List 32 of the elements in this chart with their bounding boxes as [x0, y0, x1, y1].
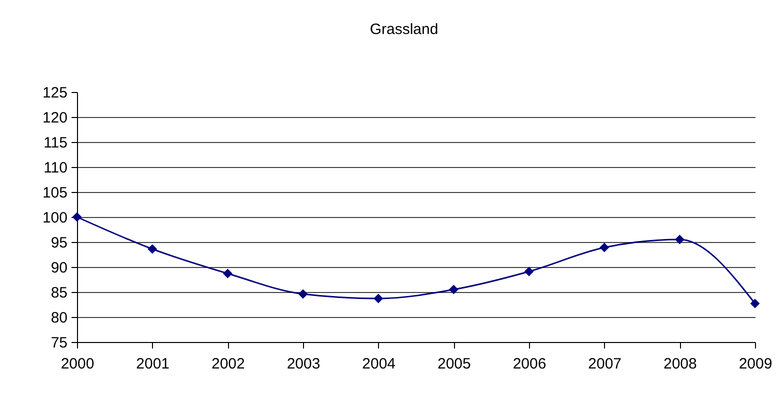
- point: [148, 244, 158, 254]
- y-tick-label: 100: [42, 210, 68, 226]
- point: [750, 298, 760, 308]
- point: [72, 212, 82, 222]
- y-tick-label: 80: [50, 310, 68, 326]
- point: [674, 234, 684, 244]
- x-tick-label: 2006: [512, 356, 546, 372]
- x-tick-label: 2001: [136, 356, 170, 372]
- point: [600, 242, 610, 252]
- point: [298, 289, 308, 299]
- y-tick-label: 120: [42, 110, 68, 126]
- point: [524, 266, 534, 276]
- y-tick-label: 125: [42, 84, 68, 102]
- y-tick-label: 115: [44, 134, 68, 152]
- x-tick-label: 2004: [362, 356, 396, 372]
- point: [374, 294, 384, 304]
- chart-title: Grassland: [370, 21, 438, 38]
- point: [448, 284, 458, 294]
- point: [222, 268, 232, 278]
- x-tick-label: 2000: [60, 356, 94, 372]
- x-tick-label: 2003: [286, 356, 320, 372]
- x-tick-label: 2005: [437, 356, 471, 372]
- y-tick-label: 105: [42, 184, 68, 202]
- x-tick-label: 2007: [588, 356, 622, 372]
- y-tick-label: 95: [50, 234, 68, 252]
- y-tick-label: 90: [50, 260, 68, 276]
- x-tick-label: 2009: [738, 356, 772, 372]
- x-tick-label: 2002: [211, 356, 245, 372]
- x-tick-label: 2008: [663, 356, 697, 372]
- y-tick-label: 75: [50, 334, 68, 352]
- y-tick-label: 85: [50, 284, 68, 302]
- y-tick-label: 110: [44, 160, 68, 176]
